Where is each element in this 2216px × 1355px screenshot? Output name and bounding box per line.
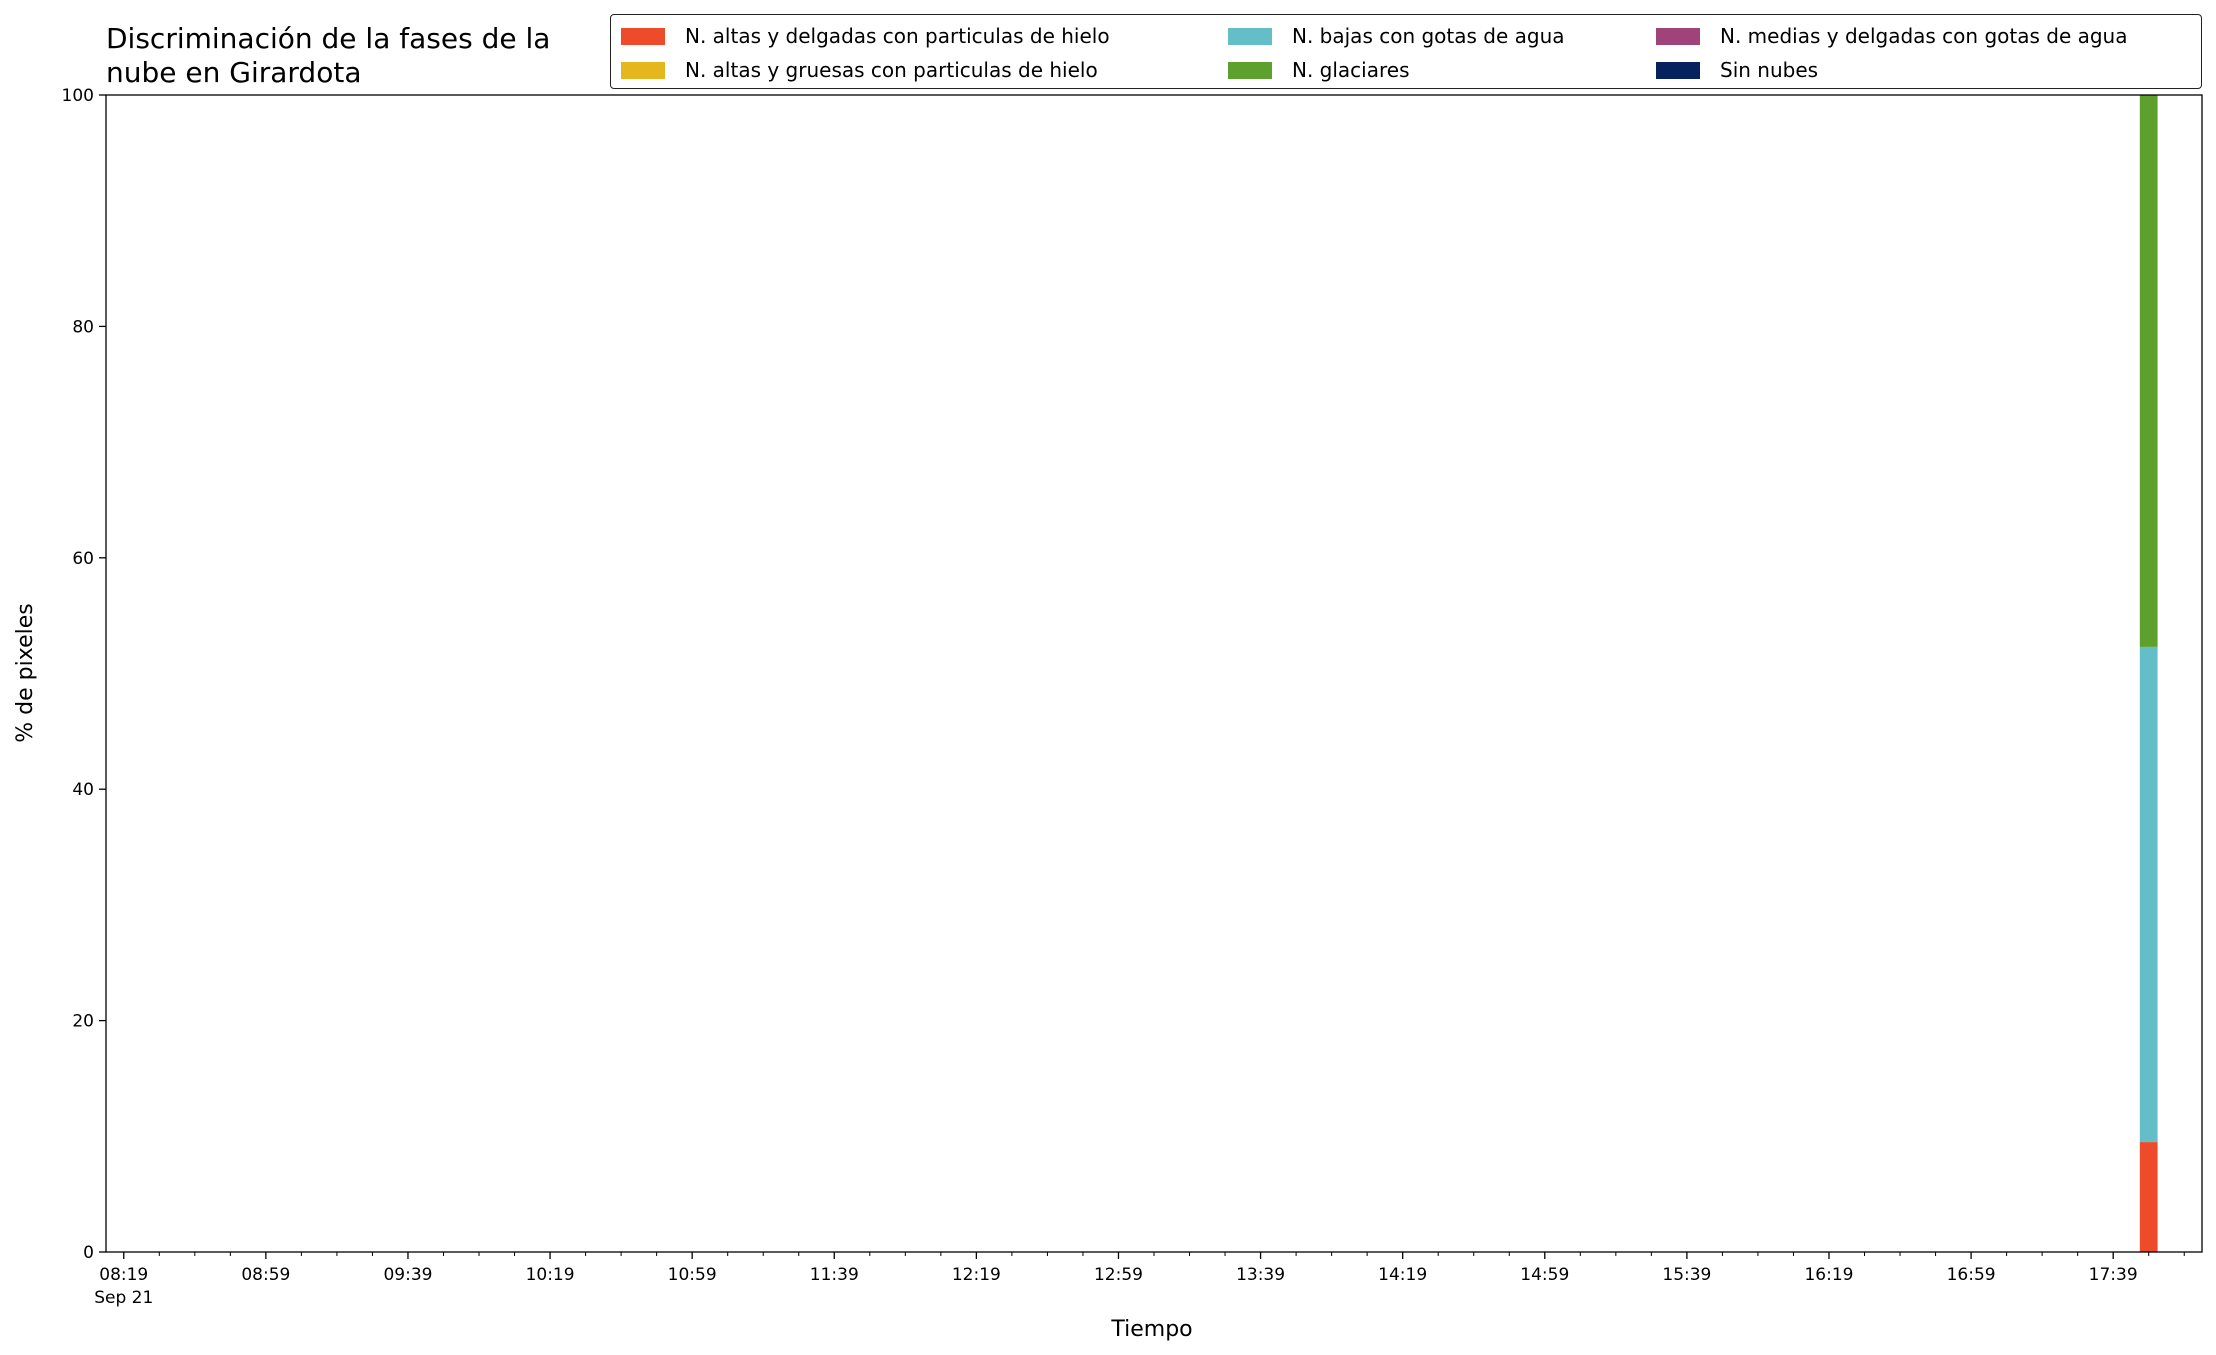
y-tick-label: 20 [72,1012,94,1032]
x-tick-label: 16:19 [1804,1265,1853,1285]
plot-frame [105,94,2203,1253]
legend-item: N. bajas con gotas de agua [1228,19,1656,53]
x-tick-label: 11:39 [810,1265,859,1285]
legend-label: N. glaciares [1292,58,1410,82]
bar-segment [2139,1142,2158,1252]
legend-item: N. medias y delgadas con gotas de agua [1656,19,2201,53]
legend-label: Sin nubes [1720,58,1819,82]
bar-segment [2139,95,2158,647]
legend-item: N. altas y delgadas con particulas de hi… [621,19,1228,53]
legend-swatch [1228,27,1272,45]
x-date-label: Sep 21 [94,1288,153,1308]
legend-item: N. glaciares [1228,53,1656,87]
y-tick-label: 100 [62,86,94,106]
legend-swatch [1656,61,1700,79]
x-tick-label: 14:19 [1378,1265,1427,1285]
x-tick-label: 15:39 [1662,1265,1711,1285]
x-tick-label: 12:59 [1094,1265,1143,1285]
legend-label: N. altas y gruesas con particulas de hie… [685,58,1098,82]
x-tick-label: 09:39 [383,1265,432,1285]
y-tick-label: 80 [72,317,94,337]
y-tick-label: 0 [83,1243,94,1263]
legend-label: N. medias y delgadas con gotas de agua [1720,24,2128,48]
x-tick-label: 14:59 [1520,1265,1569,1285]
y-tick-label: 40 [72,780,94,800]
x-tick-label: 12:19 [952,1265,1001,1285]
y-tick-label: 60 [72,549,94,569]
x-axis-label: Tiempo [1110,1317,1192,1342]
chart-title: Discriminación de la fases de la nube en… [106,22,551,89]
x-tick-label: 10:59 [668,1265,717,1285]
legend: N. altas y delgadas con particulas de hi… [610,14,2202,89]
legend-swatch [1228,61,1272,79]
legend-label: N. bajas con gotas de agua [1292,24,1565,48]
legend-swatch [621,27,665,45]
x-tick-label: 13:39 [1236,1265,1285,1285]
legend-label: N. altas y delgadas con particulas de hi… [685,24,1110,48]
x-tick-label: 08:19 [99,1265,148,1285]
x-tick-label: 08:59 [241,1265,290,1285]
legend-item: Sin nubes [1656,53,2201,87]
legend-item: N. altas y gruesas con particulas de hie… [621,53,1228,87]
x-tick-label: 16:59 [1947,1265,1996,1285]
y-axis-label: % de pixeles [13,603,38,742]
legend-swatch [621,61,665,79]
bar-segment [2139,646,2158,1143]
x-tick-label: 17:39 [2089,1265,2138,1285]
legend-swatch [1656,27,1700,45]
x-tick-label: 10:19 [526,1265,575,1285]
